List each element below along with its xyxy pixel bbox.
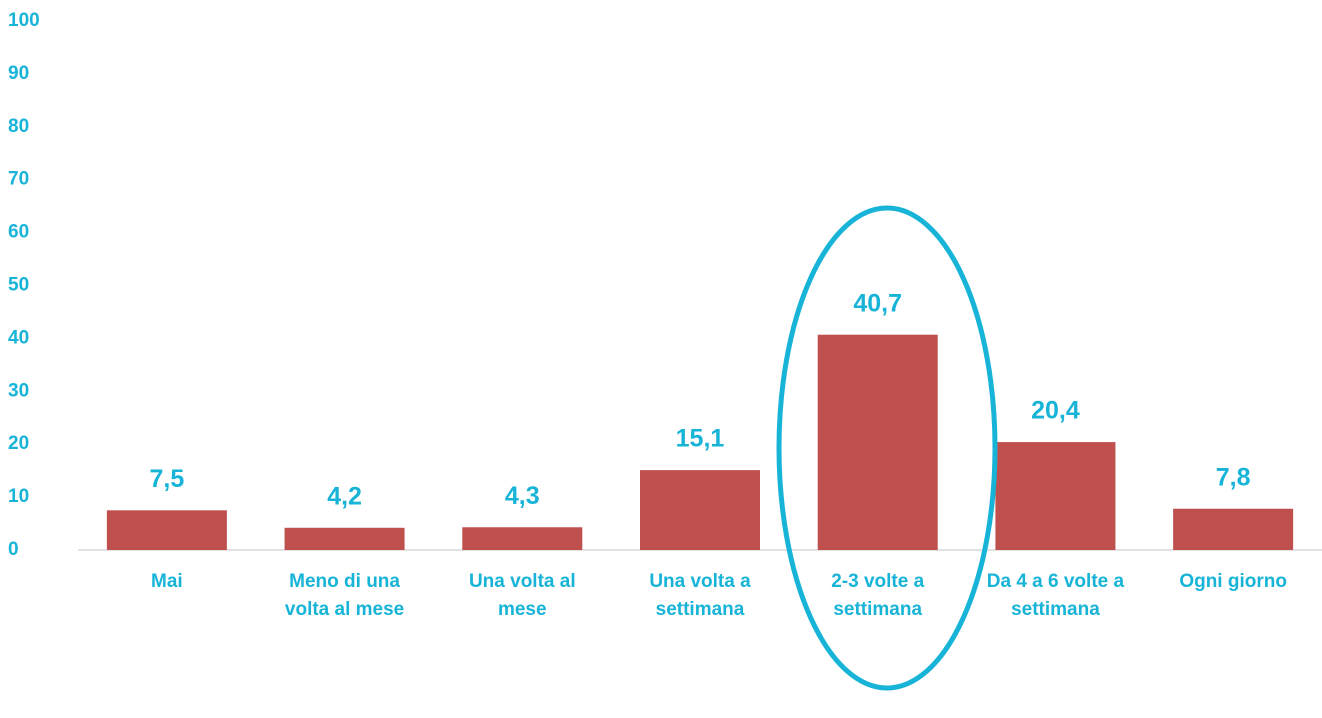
y-tick-label: 90 — [8, 63, 29, 84]
y-tick-label: 30 — [8, 380, 29, 401]
x-tick-label: Da 4 a 6 volte a settimana — [986, 571, 1125, 620]
bar — [284, 527, 405, 550]
x-tick-label: 2-3 volte a settimana — [831, 571, 925, 620]
y-tick-label: 10 — [8, 486, 29, 507]
y-tick-label: 70 — [8, 169, 29, 190]
value-label: 7,8 — [1216, 463, 1251, 491]
value-label: 4,2 — [327, 482, 362, 510]
value-label: 40,7 — [853, 289, 902, 317]
bar — [462, 527, 583, 550]
value-label: 4,3 — [505, 482, 540, 510]
y-tick-label: 20 — [8, 433, 29, 454]
value-label: 15,1 — [676, 425, 725, 453]
bar — [106, 510, 227, 550]
y-tick-label: 60 — [8, 222, 29, 243]
bar — [1173, 508, 1294, 550]
x-tick-label: Mai — [151, 571, 183, 592]
y-tick-label: 100 — [8, 10, 40, 31]
bar — [995, 442, 1116, 550]
bar — [817, 334, 938, 550]
value-label: 7,5 — [149, 465, 184, 493]
y-tick-label: 80 — [8, 116, 29, 137]
y-tick-label: 0 — [8, 539, 19, 560]
x-tick-label: Meno di una volta al mese — [284, 571, 405, 620]
value-label: 20,4 — [1031, 397, 1080, 425]
y-tick-label: 50 — [8, 275, 29, 296]
highlight-ellipse — [776, 205, 998, 691]
bar — [640, 470, 760, 550]
y-tick-label: 40 — [8, 327, 29, 348]
x-tick-label: Una volta a settimana — [649, 571, 751, 620]
x-tick-label: Ogni giorno — [1179, 571, 1287, 592]
x-tick-label: Una volta al mese — [468, 571, 576, 620]
